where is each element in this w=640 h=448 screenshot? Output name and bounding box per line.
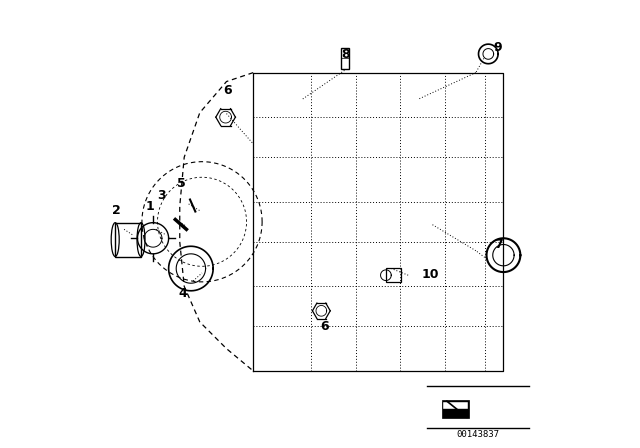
Text: 6: 6 <box>320 320 329 333</box>
Text: 00143837: 00143837 <box>456 430 500 439</box>
Text: 4: 4 <box>179 287 188 300</box>
Text: 2: 2 <box>112 204 120 217</box>
Text: 7: 7 <box>495 238 503 251</box>
Text: 1: 1 <box>145 200 154 213</box>
Text: 8: 8 <box>342 48 350 61</box>
Text: 5: 5 <box>177 177 186 190</box>
Text: 10: 10 <box>422 268 439 281</box>
Text: 6: 6 <box>223 84 232 97</box>
Bar <box>341 47 349 69</box>
Bar <box>386 268 401 282</box>
Bar <box>115 223 141 257</box>
Text: 9: 9 <box>494 41 502 54</box>
Bar <box>442 401 469 418</box>
Bar <box>444 402 468 409</box>
Text: 3: 3 <box>157 189 166 202</box>
